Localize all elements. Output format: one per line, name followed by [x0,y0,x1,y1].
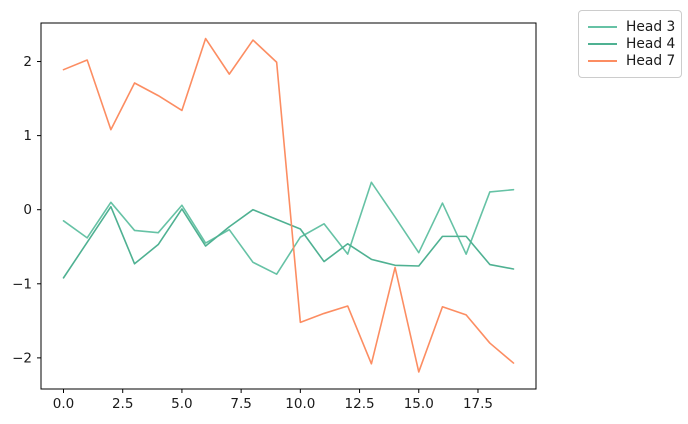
y-tick-label: −2 [12,350,32,366]
x-tick-label: 5.0 [171,396,192,412]
x-tick-label: 2.5 [112,396,133,412]
y-tick-label: 1 [23,128,32,144]
series-line-head-4 [62,205,515,279]
x-tick-label: 17.5 [463,396,493,412]
legend-label: Head 4 [626,35,676,52]
x-tick-label: 15.0 [404,396,434,412]
legend-label: Head 3 [626,18,676,35]
legend-item-head-7: Head 7 [588,53,676,70]
legend: Head 3 Head 4 Head 7 [578,10,682,78]
y-tick-label: 2 [23,54,32,70]
y-tick-label: 0 [23,202,32,218]
legend-label: Head 7 [626,53,676,70]
x-tick-label: 0.0 [53,396,74,412]
series-line-head-3 [62,181,515,275]
legend-item-head-4: Head 4 [588,35,676,52]
series-line-head-7 [62,37,515,373]
y-tick-label: −1 [12,276,32,292]
legend-item-head-3: Head 3 [588,18,676,35]
legend-swatch-line [588,25,617,28]
legend-swatch-line [588,42,617,45]
axes-frame [40,22,537,390]
x-tick-label: 7.5 [230,396,251,412]
legend-swatch-line [588,60,617,63]
x-tick-label: 12.5 [345,396,375,412]
x-tick-label: 10.0 [285,396,315,412]
